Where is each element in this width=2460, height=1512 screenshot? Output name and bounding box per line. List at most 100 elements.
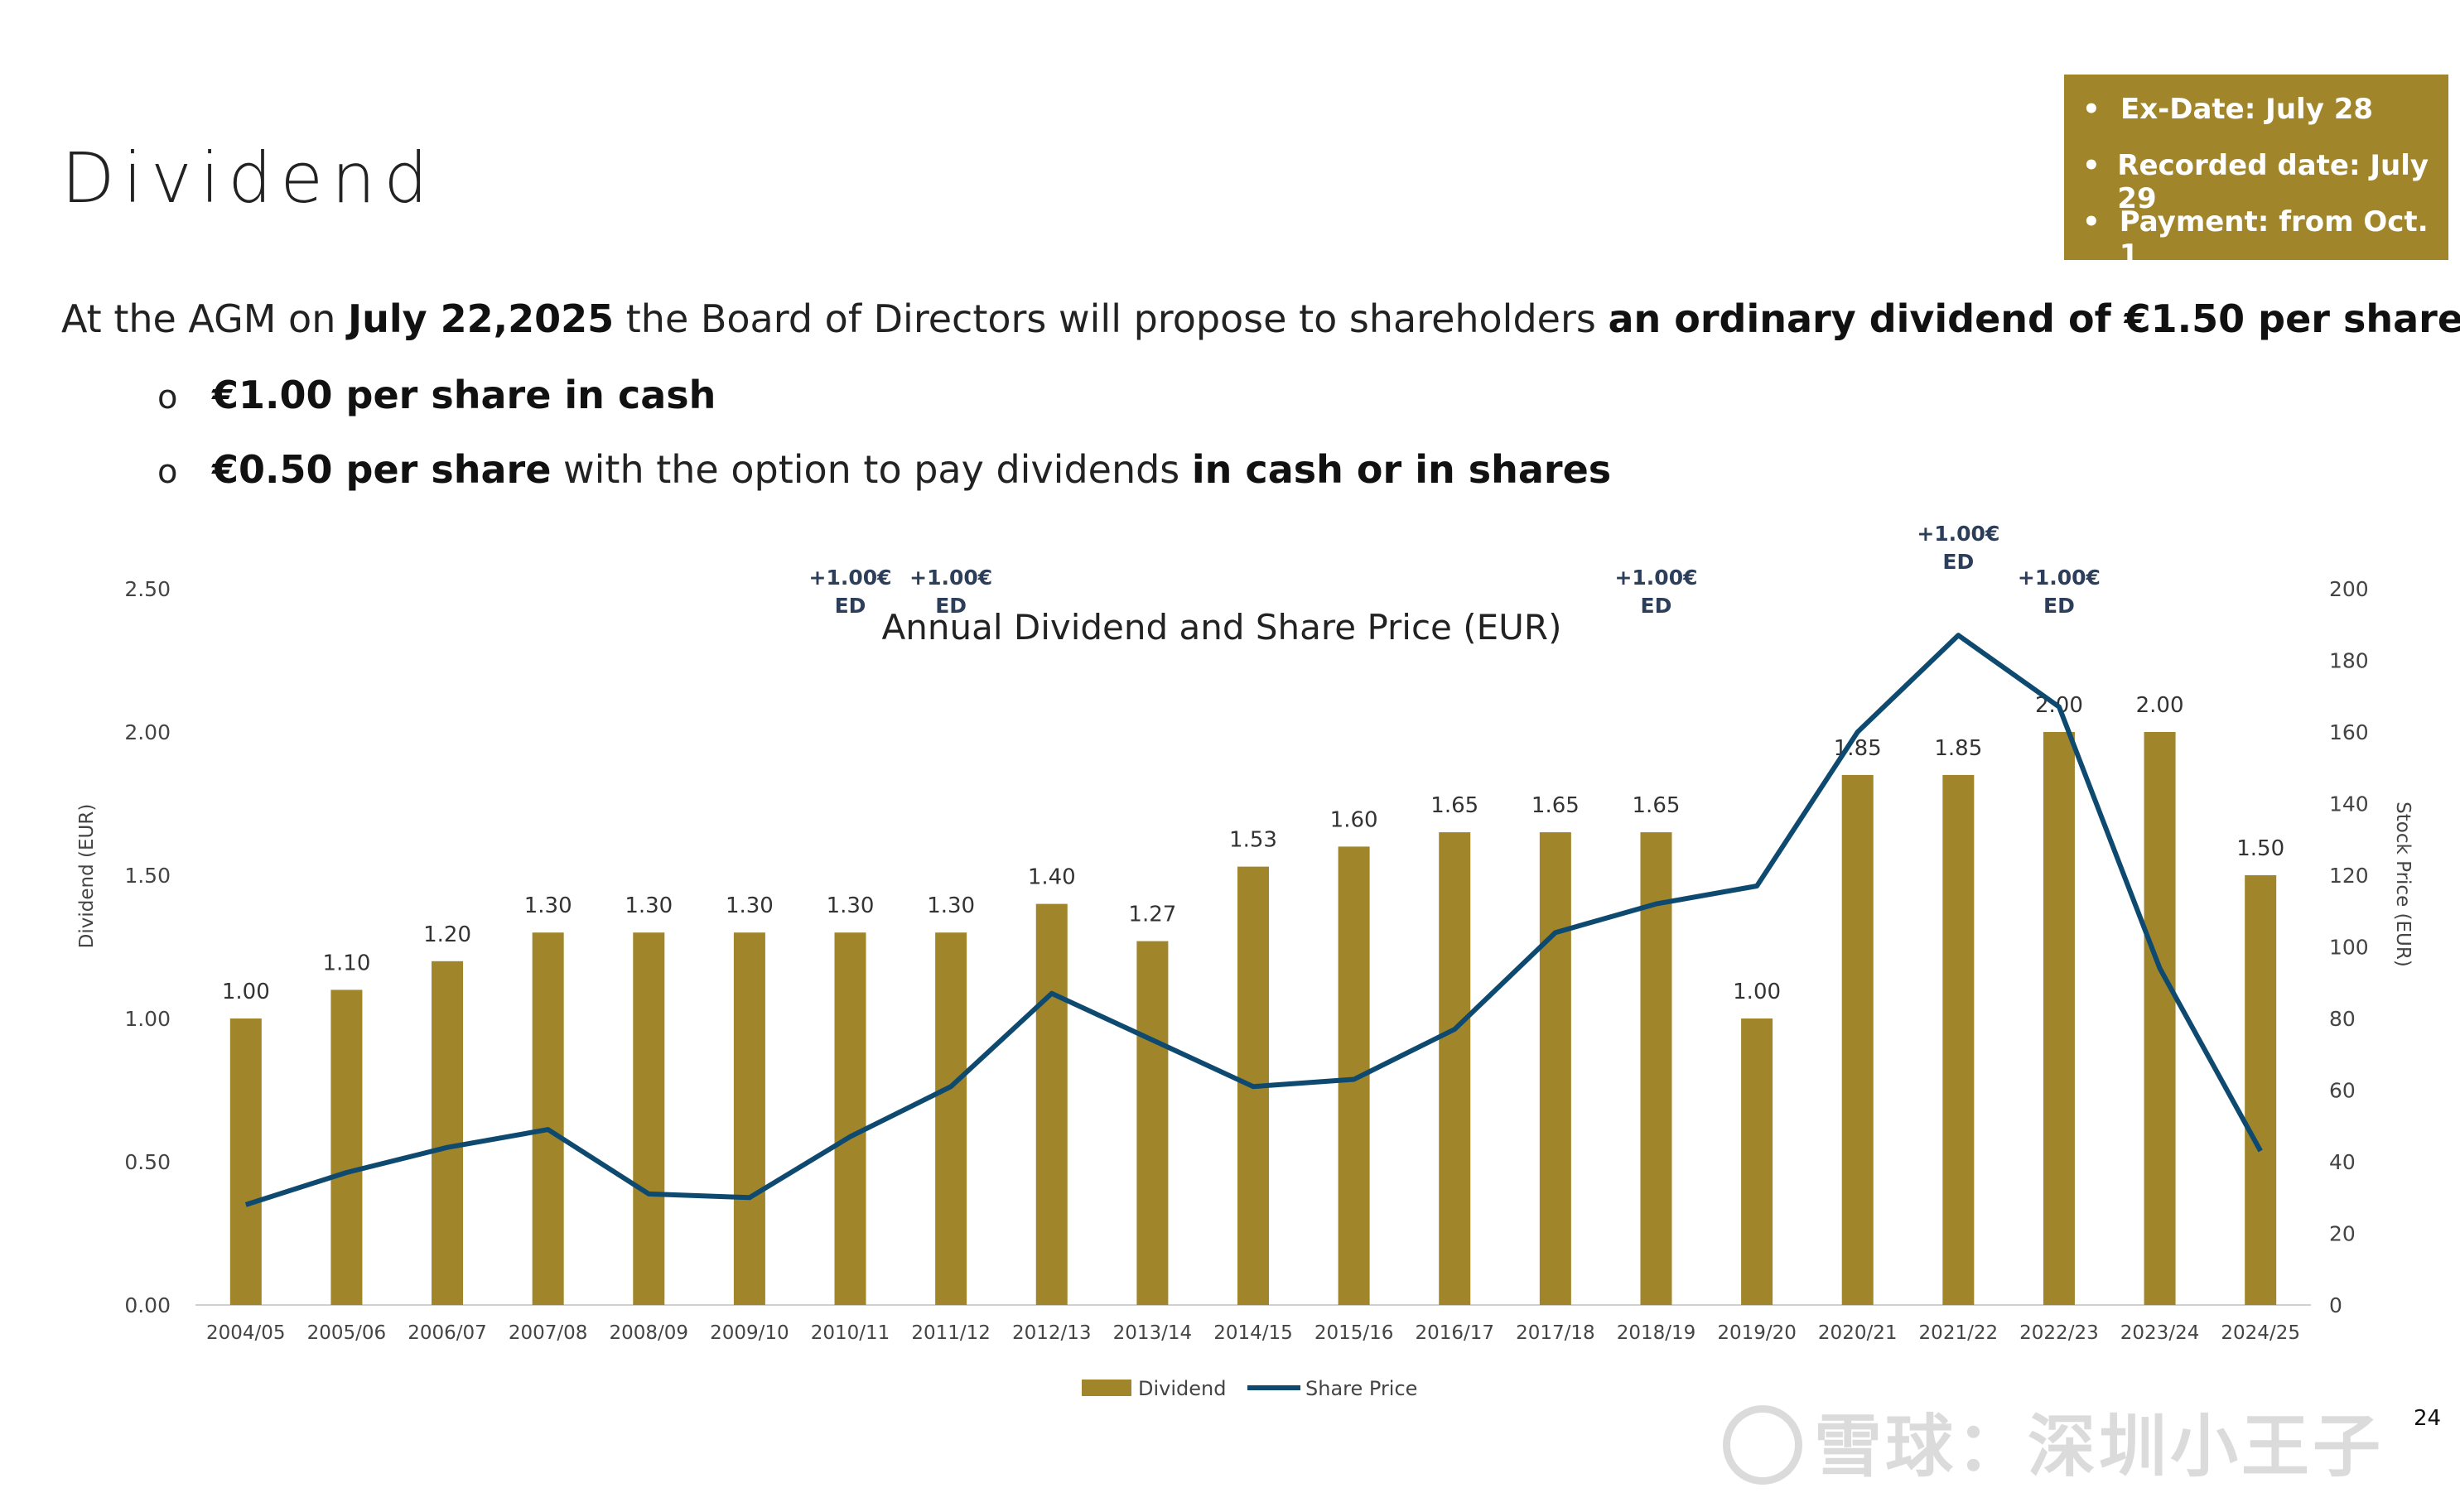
bar-value-label: 1.60 (1330, 807, 1378, 832)
bar-value-label: 1.27 (1128, 903, 1176, 927)
y-axis-tick-label: 2.00 (124, 720, 171, 744)
x-axis-tick-label: 2021/22 (1919, 1322, 1999, 1344)
share-price-line (244, 633, 2263, 1207)
info-item-label: Ex-Date: July 28 (2120, 93, 2374, 126)
legend-dividend-swatch (1082, 1380, 1131, 1396)
list-item-cash: o €1.00 per share in cash (157, 373, 716, 417)
ed-annotation-label: ED (835, 594, 866, 618)
y2-axis-title: Stock Price (EUR) (2392, 802, 2414, 967)
ed-annotation-amount: +1.00€ (909, 566, 992, 590)
bar-value-label: 1.65 (1531, 793, 1580, 818)
ed-annotation-amount: +1.00€ (809, 566, 892, 590)
y-axis-tick-label: 1.50 (124, 864, 171, 888)
ed-annotation-label: ED (1641, 594, 1672, 618)
y2-axis-tick-label: 200 (2329, 577, 2369, 601)
x-axis-tick-label: 2004/05 (206, 1322, 286, 1344)
xueqiu-logo-icon (1723, 1404, 1802, 1485)
y2-axis-tick-label: 180 (2329, 649, 2369, 673)
bar-value-label: 1.40 (1028, 865, 1076, 890)
ed-annotation-amount: +1.00€ (2018, 566, 2101, 590)
dividend-bar (1640, 832, 1672, 1305)
ed-annotation-label: ED (1942, 550, 1974, 574)
list-marker: o (157, 453, 178, 491)
x-axis-tick-label: 2011/12 (911, 1322, 991, 1344)
info-item-recorded-date: • Recorded date: July 29 (2082, 149, 2448, 215)
dividend-bar (1136, 941, 1169, 1305)
bar-value-label: 1.50 (2236, 836, 2284, 861)
dividend-bar (1539, 832, 1571, 1305)
dividend-bar (229, 1018, 262, 1305)
x-axis-tick-label: 2014/15 (1213, 1322, 1293, 1344)
list-item-bold-2: in cash or in shares (1191, 447, 1612, 492)
dividend-dates-box: • Ex-Date: July 28 • Recorded date: July… (2064, 75, 2448, 272)
legend-share-price-label: Share Price (1305, 1377, 1417, 1400)
dividend-bar (1841, 774, 1874, 1305)
y2-axis-tick-label: 160 (2329, 720, 2369, 744)
dividend-bar (330, 990, 363, 1305)
x-axis-tick-label: 2020/21 (1818, 1322, 1898, 1344)
x-axis-tick-label: 2024/25 (2221, 1322, 2300, 1344)
chart-title: Annual Dividend and Share Price (EUR) (882, 607, 1562, 648)
bar-value-label: 1.10 (322, 951, 370, 975)
dividend-bar (633, 932, 665, 1305)
bar-value-label: 1.30 (524, 893, 572, 918)
ed-annotation-label: ED (935, 594, 967, 618)
dividend-bar (2245, 875, 2277, 1305)
bar-value-label: 1.00 (1733, 980, 1781, 1004)
y-axis-tick-label: 0.50 (124, 1150, 171, 1174)
page-title: Dividend (61, 137, 437, 219)
x-axis-tick-label: 2012/13 (1012, 1322, 1092, 1344)
dividend-bar (1439, 832, 1471, 1305)
x-axis-tick-label: 2018/19 (1617, 1322, 1696, 1344)
x-axis-tick-label: 2010/11 (811, 1322, 890, 1344)
watermark: 雪球：深圳小王子 (1723, 1391, 2384, 1491)
y2-axis-tick-label: 100 (2329, 936, 2369, 960)
y-axis-tick-label: 2.50 (124, 577, 171, 601)
dividend-bar (2144, 732, 2176, 1305)
y2-axis-tick-label: 120 (2329, 864, 2369, 888)
dividend-bar (1035, 903, 1068, 1305)
bar-value-label: 1.30 (726, 893, 774, 918)
y2-axis-tick-label: 80 (2329, 1007, 2356, 1031)
info-item-label: Recorded date: July 29 (2117, 149, 2429, 215)
x-axis-tick-label: 2015/16 (1314, 1322, 1394, 1344)
x-axis-tick-label: 2009/10 (710, 1322, 789, 1344)
bullet-icon: • (2082, 93, 2101, 126)
y2-axis-tick-label: 20 (2329, 1222, 2356, 1246)
x-axis-tick-label: 2017/18 (1516, 1322, 1595, 1344)
bar-value-label: 1.53 (1229, 828, 1277, 853)
y-axis-tick-label: 1.00 (124, 1007, 171, 1031)
bullet-icon: • (2082, 205, 2101, 238)
x-axis-tick-label: 2005/06 (307, 1322, 387, 1344)
x-axis-tick-label: 2013/14 (1113, 1322, 1193, 1344)
y-axis-tick-label: 0.00 (124, 1293, 171, 1317)
x-axis-tick-label: 2006/07 (408, 1322, 487, 1344)
intro-dividend: an ordinary dividend of €1.50 per share … (1608, 296, 2460, 341)
x-axis-tick-label: 2007/08 (509, 1322, 588, 1344)
bar-value-label: 2.00 (2136, 693, 2184, 718)
list-item-text: with the option to pay dividends (551, 447, 1192, 492)
ed-annotation-amount: +1.00€ (1614, 566, 1697, 590)
legend-dividend-label: Dividend (1138, 1377, 1226, 1400)
info-item-payment: • Payment: from Oct. 1 (2082, 205, 2448, 272)
intro-date: July 22,2025 (347, 296, 615, 341)
watermark-text: 雪球：深圳小王子 (1814, 1408, 2385, 1486)
ed-annotation-label: ED (2043, 594, 2075, 618)
info-item-label: Payment: from Oct. 1 (2119, 205, 2429, 272)
x-axis-tick-label: 2016/17 (1415, 1322, 1494, 1344)
dividend-bar (834, 932, 866, 1305)
intro-text-1: At the AGM on (61, 296, 348, 341)
dividend-bar (2043, 732, 2075, 1305)
y2-axis-tick-label: 0 (2329, 1293, 2342, 1317)
list-item-bold: €1.00 per share in cash (212, 373, 716, 417)
x-axis-tick-label: 2008/09 (610, 1322, 689, 1344)
dividend-bar (935, 932, 967, 1305)
bar-value-label: 1.85 (1934, 736, 1982, 761)
intro-text-2: the Board of Directors will propose to s… (614, 296, 1609, 341)
ed-annotation-amount: +1.00€ (1917, 522, 1999, 546)
list-marker: o (157, 378, 178, 417)
dividend-bar (532, 932, 564, 1305)
dividend-bar (733, 932, 765, 1305)
bar-value-label: 1.65 (1430, 793, 1478, 818)
